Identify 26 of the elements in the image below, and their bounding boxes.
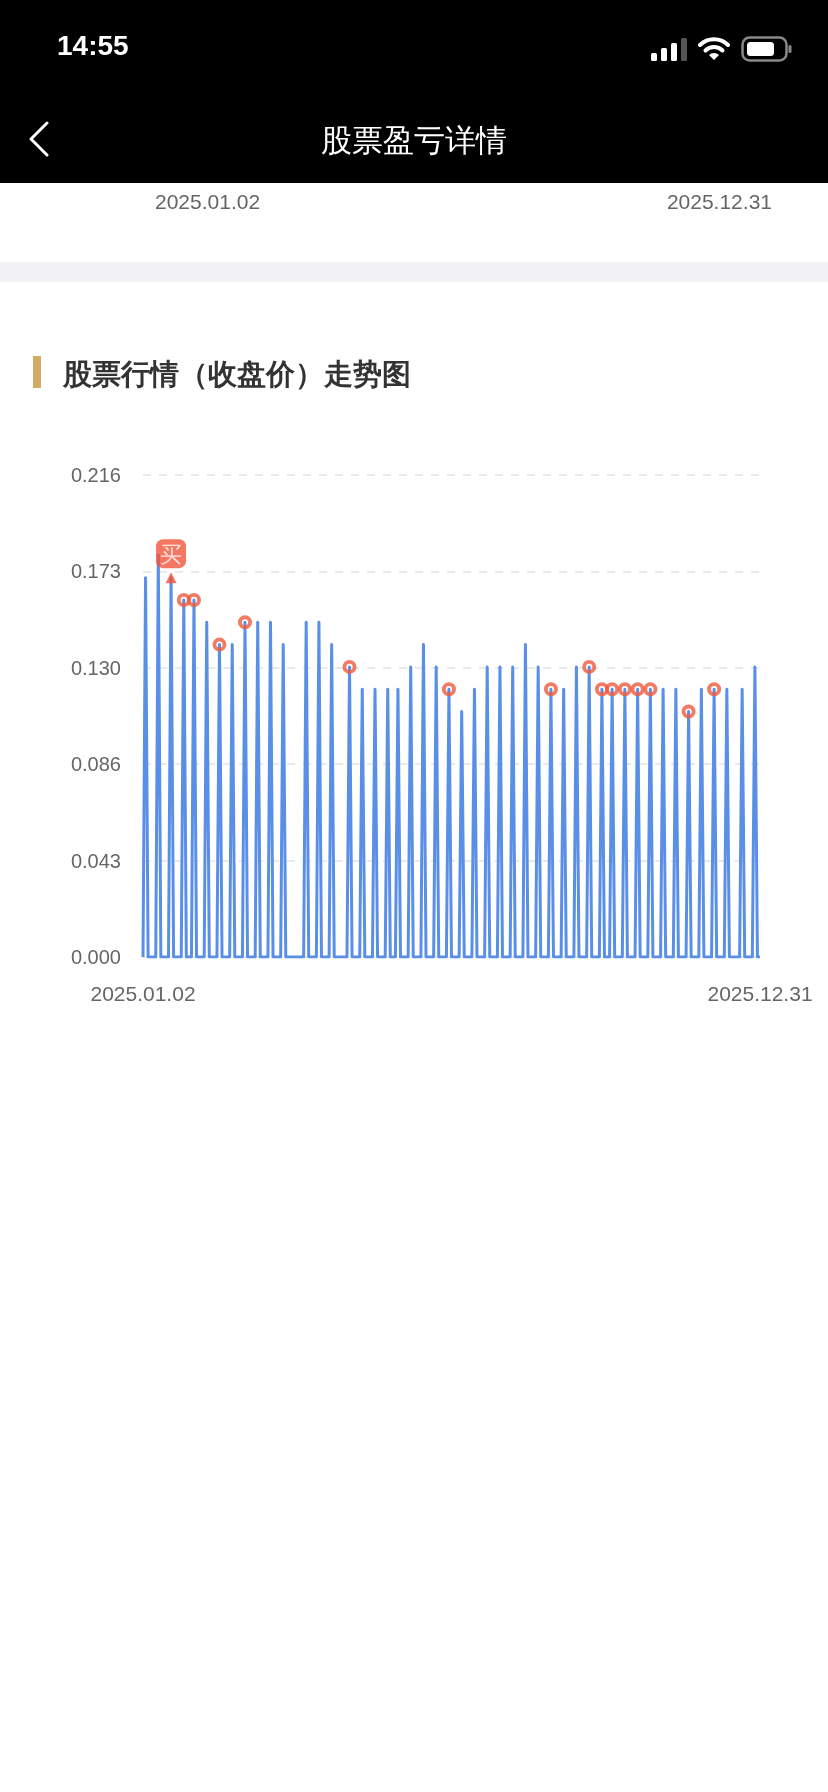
point [441,682,456,697]
y-tick-label: 0.216 [70,464,121,486]
y-tick-label: 0.130 [70,656,121,679]
y-tick-label: 0.086 [70,753,121,776]
chart-title: 股票行情（收盘价）走势图 [62,357,411,390]
data-label: 买 [160,541,183,567]
point [238,615,252,630]
point [165,572,177,584]
point [543,682,558,697]
point [582,659,597,674]
point [681,704,696,719]
point [617,682,632,697]
text: 股票盈亏详情 [320,122,508,160]
text: 2025.12.31 [666,190,772,214]
point [212,637,227,652]
point [630,682,645,697]
point [605,682,620,697]
point [707,682,722,697]
text: 14:55 [57,30,129,62]
y-tick-label: 0.173 [70,560,121,583]
point [187,592,201,607]
point [342,659,357,674]
point [643,682,658,697]
y-tick-label: 0.043 [70,849,121,872]
y-tick-label: 0.000 [70,946,121,968]
text: 2025.01.02 [155,190,261,214]
